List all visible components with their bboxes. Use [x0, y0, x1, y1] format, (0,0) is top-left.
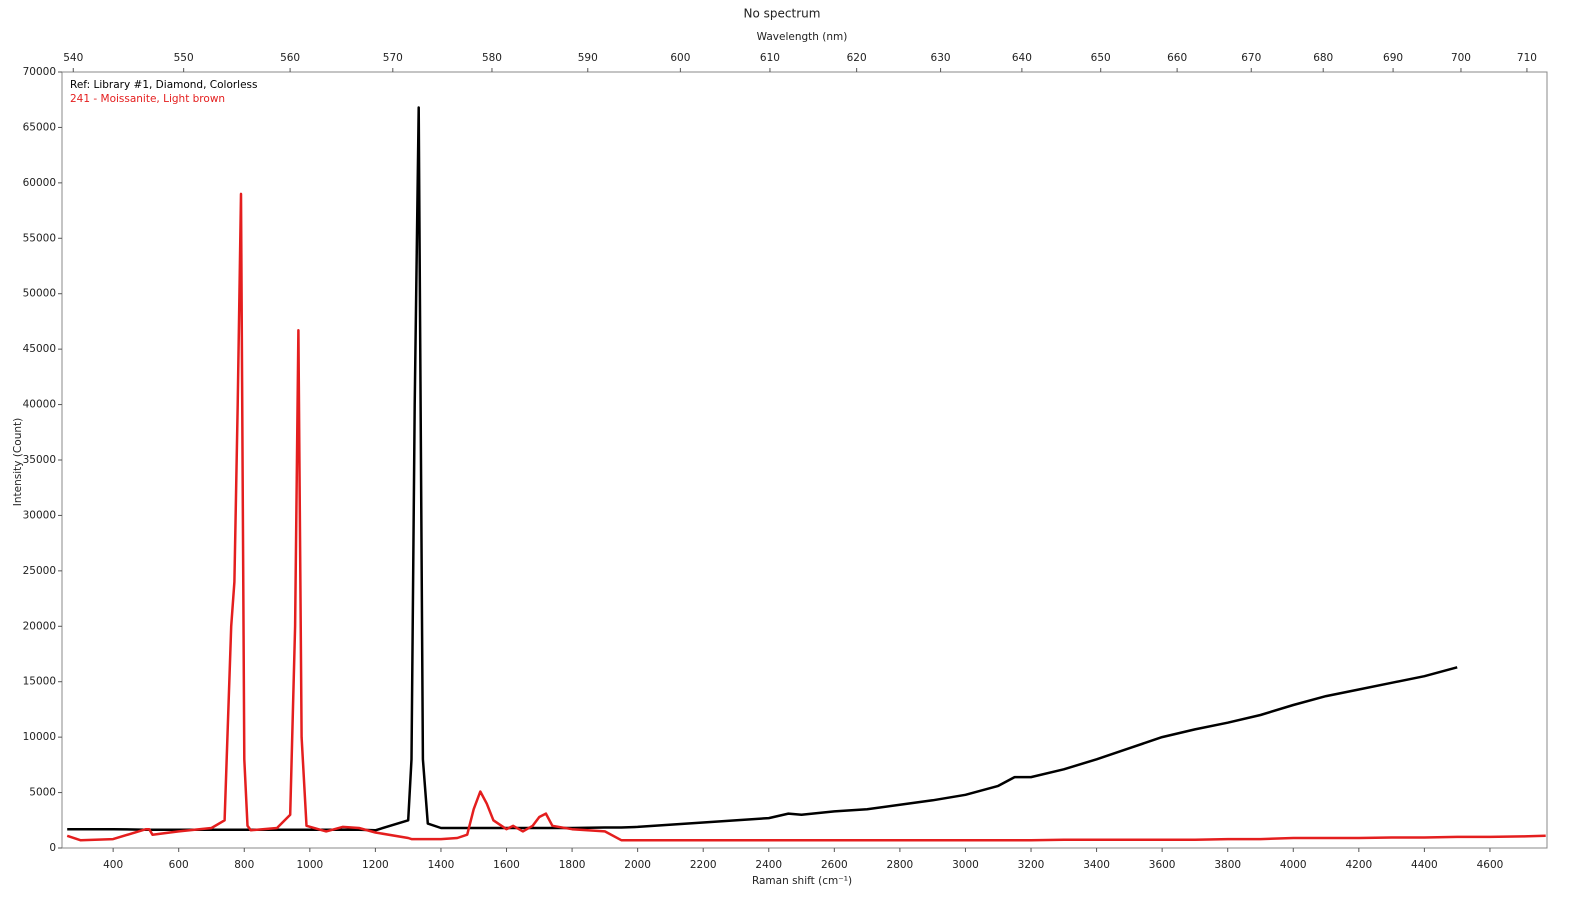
- x-tick-label: 4000: [1280, 859, 1307, 871]
- x-tick-label: 1600: [493, 859, 520, 871]
- x2-tick-label: 680: [1313, 52, 1333, 64]
- x2-tick-label: 660: [1167, 52, 1187, 64]
- x2-tick-label: 610: [760, 52, 780, 64]
- y-tick-label: 35000: [23, 454, 56, 466]
- x2-axis-title: Wavelength (nm): [757, 31, 848, 43]
- x-tick-label: 1400: [428, 859, 455, 871]
- x2-tick-label: 620: [847, 52, 867, 64]
- x-tick-label: 1800: [559, 859, 586, 871]
- y-tick-label: 60000: [23, 177, 56, 189]
- x2-tick-label: 550: [174, 52, 194, 64]
- x2-tick-label: 700: [1451, 52, 1471, 64]
- x-tick-label: 2800: [887, 859, 914, 871]
- y-tick-label: 30000: [23, 509, 56, 521]
- series-line: [67, 106, 1458, 832]
- x2-tick-label: 710: [1517, 52, 1537, 64]
- y-axis-title: Intensity (Count): [12, 418, 24, 506]
- x-tick-label: 3800: [1214, 859, 1241, 871]
- series-line: [66, 192, 1546, 842]
- legend-entry: 241 - Moissanite, Light brown: [70, 93, 225, 105]
- x-tick-label: 400: [103, 859, 123, 871]
- x2-tick-label: 690: [1383, 52, 1403, 64]
- x-tick-label: 3200: [1018, 859, 1045, 871]
- y-tick-label: 55000: [23, 232, 56, 244]
- y-tick-label: 70000: [23, 66, 56, 78]
- x2-tick-label: 600: [670, 52, 690, 64]
- x2-tick-label: 580: [482, 52, 502, 64]
- y-tick-label: 5000: [29, 787, 56, 799]
- y-tick-label: 65000: [23, 121, 56, 133]
- x-tick-label: 4400: [1411, 859, 1438, 871]
- x2-tick-label: 630: [931, 52, 951, 64]
- x-tick-label: 2400: [755, 859, 782, 871]
- y-tick-label: 20000: [23, 620, 56, 632]
- legend-entry: Ref: Library #1, Diamond, Colorless: [70, 79, 258, 91]
- x2-tick-label: 540: [63, 52, 83, 64]
- y-tick-label: 25000: [23, 565, 56, 577]
- x2-tick-label: 560: [280, 52, 300, 64]
- x2-tick-label: 650: [1091, 52, 1111, 64]
- x-tick-label: 3000: [952, 859, 979, 871]
- x-tick-label: 4200: [1345, 859, 1372, 871]
- x-tick-label: 3600: [1149, 859, 1176, 871]
- y-tick-label: 10000: [23, 731, 56, 743]
- x-tick-label: 3400: [1083, 859, 1110, 871]
- y-tick-label: 0: [49, 842, 56, 854]
- plot-frame: [61, 71, 1548, 849]
- x-tick-label: 4600: [1477, 859, 1504, 871]
- x-tick-label: 1200: [362, 859, 389, 871]
- x-tick-label: 2000: [624, 859, 651, 871]
- x2-tick-label: 590: [578, 52, 598, 64]
- y-tick-label: 45000: [23, 343, 56, 355]
- x2-tick-label: 640: [1012, 52, 1032, 64]
- x-tick-label: 2600: [821, 859, 848, 871]
- chart-title: No spectrum: [744, 7, 821, 21]
- y-tick-label: 40000: [23, 399, 56, 411]
- x-tick-label: 800: [234, 859, 254, 871]
- x2-tick-label: 570: [383, 52, 403, 64]
- y-tick-label: 15000: [23, 676, 56, 688]
- x-tick-label: 2200: [690, 859, 717, 871]
- y-tick-label: 50000: [23, 288, 56, 300]
- x2-tick-label: 670: [1241, 52, 1261, 64]
- x-tick-label: 1000: [296, 859, 323, 871]
- x-tick-label: 600: [169, 859, 189, 871]
- x-axis-title: Raman shift (cm⁻¹): [752, 875, 852, 887]
